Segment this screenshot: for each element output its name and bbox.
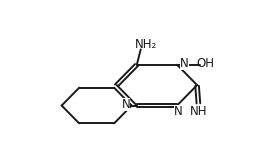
Text: OH: OH — [196, 57, 215, 70]
Text: N: N — [122, 98, 130, 111]
Text: NH: NH — [190, 105, 208, 118]
Text: N: N — [180, 57, 189, 70]
Text: NH₂: NH₂ — [135, 38, 157, 51]
Text: N: N — [174, 105, 183, 118]
